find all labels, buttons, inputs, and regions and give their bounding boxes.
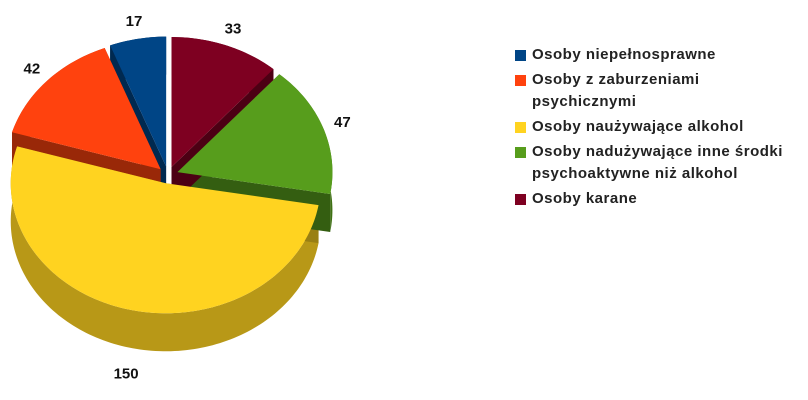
legend-item: Osoby naużywające alkohol: [515, 116, 805, 138]
data-label: 150: [114, 365, 139, 382]
legend: Osoby niepełnosprawne Osoby z zaburzeniam…: [515, 44, 805, 213]
legend-item: Osoby nadużywające inne środki psychoakt…: [515, 141, 805, 185]
legend-item: Osoby karane: [515, 188, 805, 210]
legend-label: Osoby naużywające alkohol: [532, 118, 744, 135]
data-label: 17: [126, 13, 143, 30]
legend-swatch: [515, 50, 526, 61]
legend-label: Osoby z zaburzeniami psychicznymi: [532, 71, 700, 110]
legend-item: Osoby z zaburzeniami psychicznymi: [515, 69, 805, 113]
slice: [12, 48, 161, 170]
legend-swatch: [515, 147, 526, 158]
legend-swatch: [515, 194, 526, 205]
slice: [177, 74, 333, 194]
legend-swatch: [515, 122, 526, 133]
legend-item: Osoby niepełnosprawne: [515, 44, 805, 66]
legend-label: Osoby karane: [532, 190, 638, 207]
slice: [110, 36, 167, 167]
data-label: 47: [334, 114, 351, 131]
data-label: 33: [225, 20, 242, 37]
slice: [171, 37, 274, 168]
data-label: 42: [24, 61, 41, 78]
legend-label: Osoby niepełnosprawne: [532, 46, 716, 63]
legend-swatch: [515, 75, 526, 86]
slice-side: [10, 146, 319, 352]
pie-area: 17 42 150 47 33: [10, 13, 351, 382]
slice: [10, 146, 319, 314]
legend-label: Osoby nadużywające inne środki psychoakt…: [532, 143, 783, 182]
